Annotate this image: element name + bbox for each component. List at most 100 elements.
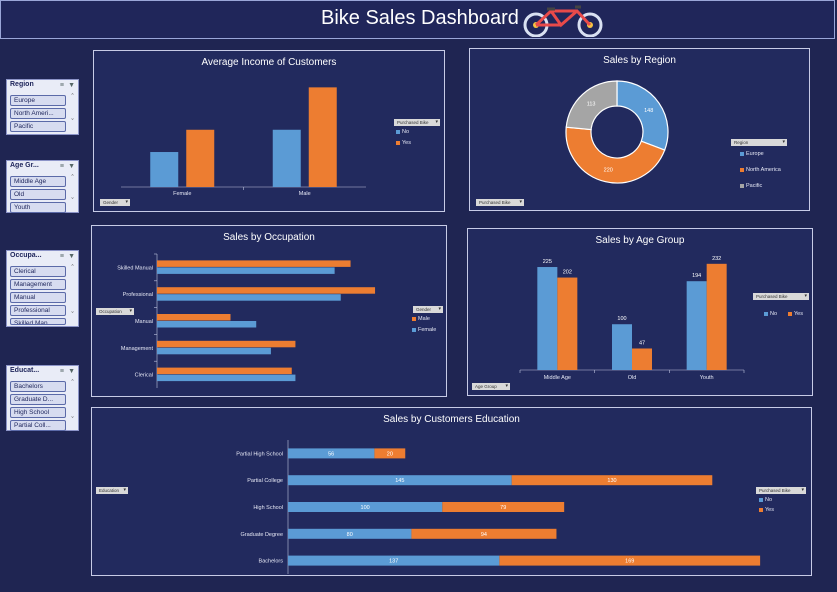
bar: [157, 367, 292, 375]
multi-select-icon[interactable]: ≡: [59, 163, 64, 170]
slicer-item[interactable]: Pacific: [10, 121, 66, 132]
data-label: 194: [692, 273, 701, 279]
bar: [511, 475, 713, 486]
legend-swatch: [412, 316, 416, 321]
slicer-item[interactable]: Middle Age: [10, 176, 66, 187]
slicer-item[interactable]: Management: [10, 279, 66, 290]
scroll-down-icon[interactable]: ˇ: [71, 312, 74, 319]
scroll-down-icon[interactable]: ˇ: [71, 198, 74, 205]
bar: [308, 87, 337, 187]
scroll-down-icon[interactable]: ˇ: [71, 119, 74, 126]
bar: [706, 263, 727, 370]
legend-label: Female: [418, 327, 437, 333]
legend-label: No: [770, 311, 778, 317]
legend-swatch: [396, 140, 400, 145]
data-label: 145: [395, 478, 404, 484]
slicer-item[interactable]: Manual: [10, 292, 66, 303]
bar: [411, 528, 557, 539]
data-label: 137: [389, 559, 398, 565]
x-tick-label: Middle Age: [544, 375, 571, 381]
education-filter-button[interactable]: Education: [96, 487, 128, 494]
slicer-item[interactable]: Professional: [10, 305, 66, 316]
multi-select-icon[interactable]: ≡: [59, 253, 64, 260]
legend-label: Yes: [794, 311, 803, 317]
bar: [272, 129, 301, 187]
bar: [557, 277, 578, 370]
slicer-region[interactable]: Region ≡ ▼ Europe North Ameri... Pacific ˆ…: [6, 79, 79, 135]
age-group-filter-button[interactable]: Age Group: [472, 383, 510, 390]
bar: [157, 294, 341, 301]
scroll-up-icon[interactable]: ˆ: [71, 265, 74, 272]
scroll-up-icon[interactable]: ˆ: [71, 175, 74, 182]
y-tick-label: Partial High School: [236, 451, 283, 457]
scroll-up-icon[interactable]: ˆ: [71, 94, 74, 101]
bar: [442, 502, 565, 512]
slicer-item[interactable]: Bachelors: [10, 381, 66, 392]
legend-swatch: [764, 311, 768, 316]
clear-filter-icon[interactable]: ▼: [68, 163, 75, 170]
bar: [288, 448, 375, 459]
x-tick-label: Old: [628, 375, 637, 381]
legend-label: Yes: [402, 140, 411, 146]
gender-filter-button[interactable]: Gender: [100, 199, 130, 206]
title-bar: Bike Sales Dashboard: [0, 0, 835, 39]
multi-select-icon[interactable]: ≡: [59, 82, 64, 89]
y-tick-label: Partial College: [247, 478, 283, 484]
legend-swatch: [740, 167, 744, 172]
slicer-item[interactable]: Skilled Man...: [10, 318, 66, 325]
data-label: 220: [604, 167, 613, 173]
bar: [157, 267, 335, 274]
slicer-education[interactable]: Educat... ≡ ▼ Bachelors Graduate D... High…: [6, 365, 79, 431]
bicycle-icon: [523, 5, 603, 37]
legend-no: No: [396, 129, 409, 135]
y-tick-label: High School: [253, 505, 283, 511]
legend-swatch: [740, 183, 744, 188]
slicer-item[interactable]: High School: [10, 407, 66, 418]
data-label: 148: [644, 108, 653, 114]
slicer-item[interactable]: Clerical: [10, 266, 66, 277]
clear-filter-icon[interactable]: ▼: [68, 368, 75, 375]
legend-label: Europe: [746, 151, 764, 157]
occupation-filter-button[interactable]: Occupation: [96, 308, 134, 315]
bar: [288, 502, 443, 512]
gender-filter-button[interactable]: Gender: [413, 306, 443, 313]
slicer-item[interactable]: Europe: [10, 95, 66, 106]
legend-swatch: [759, 507, 763, 512]
purchased-bike-filter-button[interactable]: Purchased Bike: [753, 293, 809, 300]
bar: [288, 528, 412, 539]
x-tick-label: Female: [173, 191, 191, 197]
legend-label: No: [765, 497, 773, 503]
scroll-up-icon[interactable]: ˆ: [71, 380, 74, 387]
data-label: 225: [543, 259, 552, 265]
slicer-item[interactable]: North Ameri...: [10, 108, 66, 119]
slicer-occupation[interactable]: Occupa... ≡ ▼ Clerical Management Manual P…: [6, 250, 79, 327]
slicer-item[interactable]: Graduate D...: [10, 394, 66, 405]
data-label: 100: [361, 505, 370, 511]
scroll-down-icon[interactable]: ˇ: [71, 417, 74, 424]
multi-select-icon[interactable]: ≡: [59, 368, 64, 375]
legend-swatch: [788, 311, 792, 316]
clear-filter-icon[interactable]: ▼: [68, 82, 75, 89]
legend-label: North America: [746, 167, 781, 173]
region-filter-button[interactable]: Region: [731, 139, 787, 146]
occupation-chart: Skilled Manual Professional Manual Manageme…: [117, 253, 376, 388]
slicer-item[interactable]: Old: [10, 189, 66, 200]
bar: [157, 314, 231, 321]
slicer-item[interactable]: Youth: [10, 202, 66, 213]
data-label: 80: [347, 532, 353, 538]
data-label: 47: [639, 340, 645, 346]
bar: [374, 448, 406, 459]
purchased-bike-filter-button[interactable]: Purchased Bike: [756, 487, 806, 494]
bar: [537, 267, 558, 370]
purchased-bike-filter-button[interactable]: Purchased Bike: [394, 119, 440, 126]
legend-label: No: [402, 129, 410, 135]
clear-filter-icon[interactable]: ▼: [68, 253, 75, 260]
purchased-bike-filter-button[interactable]: Purchased Bike: [476, 199, 524, 206]
y-tick-label: Graduate Degree: [241, 532, 284, 538]
slicer-item[interactable]: Partial Coll...: [10, 420, 66, 431]
